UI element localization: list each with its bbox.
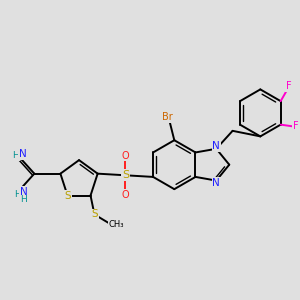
Text: H: H [14,190,20,199]
Text: F: F [286,81,292,91]
Text: H: H [20,195,27,204]
Text: H: H [12,151,19,160]
Text: CH₃: CH₃ [109,220,124,229]
Text: O: O [122,190,129,200]
Text: Br: Br [162,112,173,122]
Text: N: N [20,187,27,196]
Text: F: F [293,121,299,131]
Text: N: N [212,178,220,188]
Text: S: S [122,170,129,180]
Text: N: N [212,142,220,152]
Text: N: N [19,149,27,159]
Text: O: O [122,151,129,161]
Text: S: S [64,190,71,200]
Text: S: S [91,209,98,220]
